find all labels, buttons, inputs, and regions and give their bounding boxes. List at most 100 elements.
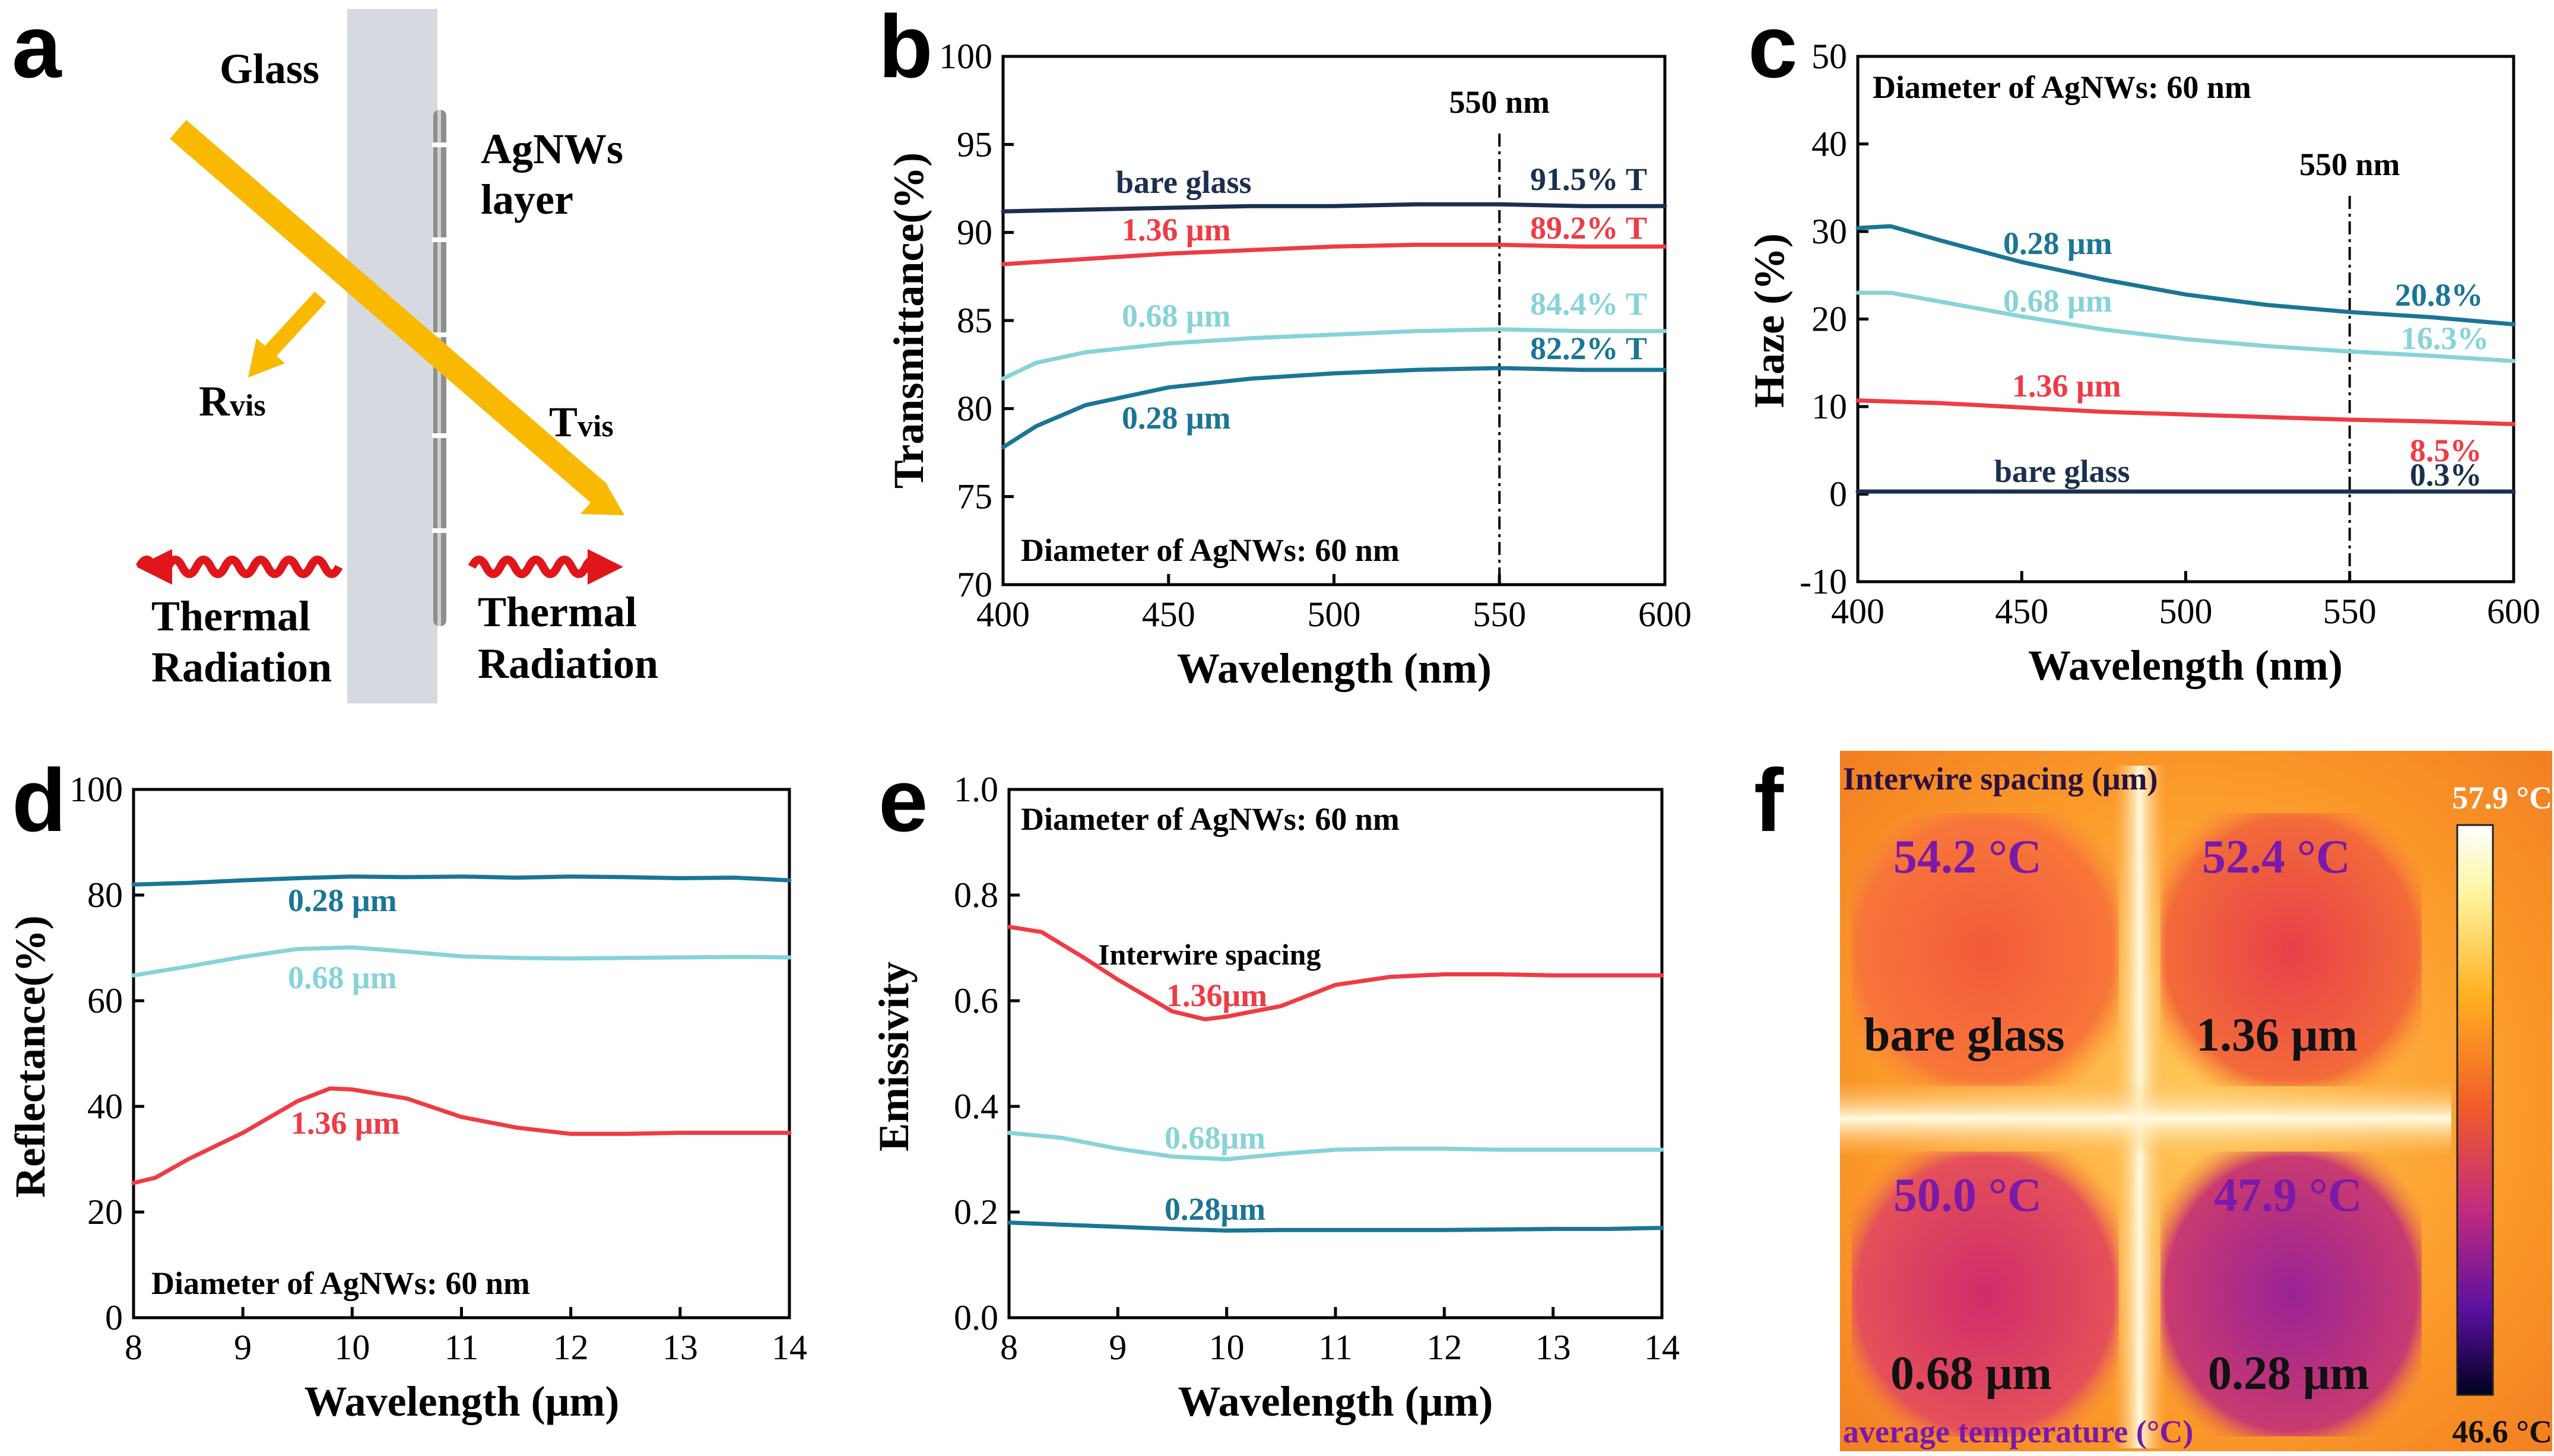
diameter-annotation: Diameter of AgNWs: 60 nm [151, 1265, 530, 1301]
incident-light-arrow [170, 120, 624, 515]
y-tick-label: 85 [957, 301, 992, 340]
axis-tick-labels: 400 450 500 550 600 -10 0 10 20 30 40 50 [1800, 37, 2540, 631]
colorbar [2456, 824, 2494, 1396]
series-line-0-68-m [1007, 1131, 1664, 1162]
diameter-annotation: Diameter of AgNWs: 60 nm [1021, 801, 1400, 837]
y-tick-label: 0.2 [954, 1192, 998, 1232]
temp-bare-glass: 54.2 °C [1893, 831, 2042, 883]
panel-e-letter: e [878, 750, 928, 850]
x-tick-label: 11 [1318, 1328, 1353, 1367]
x-tick-label: 13 [662, 1328, 698, 1367]
ref-line-label: 550 nm [1449, 84, 1550, 120]
series-line-0-68-m [131, 945, 792, 978]
interwire-spacing-annotation: Interwire spacing [1098, 938, 1321, 971]
thermal-right-line1: Thermal [478, 588, 637, 636]
series-line-0-28-m [1855, 224, 2516, 326]
x-tick-label: 10 [1209, 1328, 1245, 1367]
cell-0-28-heat [2160, 1152, 2422, 1436]
x-tick-label: 600 [1638, 595, 1692, 634]
y-tick-label: 0.0 [954, 1298, 998, 1337]
y-tick-label: 80 [87, 875, 123, 915]
y-tick-label: 0.6 [954, 981, 998, 1020]
end-label-1-36: 89.2% T [1530, 210, 1647, 246]
thermal-left-line2: Radiation [151, 643, 332, 691]
y-tick-label: 70 [957, 565, 992, 604]
y-tick-label: 20 [1811, 300, 1847, 339]
series-line-0-28-m [1001, 366, 1667, 450]
end-label-0-68: 84.4% T [1530, 286, 1647, 322]
cross-horizontal-hotspot [1840, 1080, 2451, 1157]
cell-label-bare-glass: bare glass [1864, 1009, 2065, 1061]
x-tick-label: 10 [334, 1328, 370, 1367]
end-label-0-28: 20.8% [2395, 277, 2483, 313]
label-0-28: 0.28 μm [288, 883, 397, 918]
x-tick-label: 500 [2159, 592, 2213, 631]
x-tick-label: 13 [1535, 1328, 1571, 1367]
series-line-bare-glass [1001, 202, 1667, 214]
temp-1-36: 52.4 °C [2202, 831, 2350, 883]
x-tick-label: 8 [125, 1328, 142, 1367]
end-label-1-36: 8.5% [2410, 433, 2482, 468]
panel-d-letter: d [12, 750, 66, 850]
plot-frame [1856, 55, 2515, 583]
x-tick-label: 600 [2487, 592, 2540, 631]
label-1-36: 1.36 μm [2012, 368, 2121, 404]
axis-tick-labels: 8 9 10 11 12 13 14 0 20 40 60 80 100 [69, 770, 807, 1367]
y-tick-label: 75 [957, 477, 992, 516]
x-tick-label: 12 [553, 1328, 589, 1367]
panel-e-emissivity-chart: e 8 9 10 11 12 13 14 0.0 0.2 0.4 0.6 0.8 1.0 Wavelen… [870, 750, 1680, 1425]
plot-frame [132, 788, 791, 1319]
y-tick-label: 40 [87, 1087, 123, 1126]
y-axis-title: Emissivity [870, 962, 918, 1152]
cell-0-68-heat [1852, 1152, 2119, 1436]
label-1-36: 1.36 μm [291, 1105, 400, 1141]
y-tick-label: 20 [87, 1192, 123, 1232]
panel-c-letter: c [1748, 0, 1797, 96]
label-bare-glass: bare glass [1116, 164, 1252, 200]
x-tick-label: 14 [1644, 1328, 1680, 1367]
r-vis-label: Rvis [199, 378, 266, 425]
axis-ticks [1856, 55, 2515, 583]
series-lines [1007, 924, 1664, 1233]
cell-1-36-heat [2160, 813, 2422, 1086]
panel-a-letter: a [12, 0, 62, 96]
series-line-1-36-m [1001, 242, 1667, 267]
end-label-bare-glass: 91.5% T [1530, 161, 1647, 197]
series-line-1-36-m [1007, 924, 1664, 1022]
t-vis-label: Tvis [549, 398, 614, 446]
panel-f-thermal-image: f Interwire spacing (μm) 57.9 °C average… [1754, 750, 2552, 1451]
label-0-28: 0.28 μm [2003, 226, 2112, 261]
x-tick-label: 9 [1109, 1328, 1127, 1367]
x-tick-label: 14 [772, 1328, 807, 1367]
y-tick-label: 40 [1811, 125, 1847, 164]
label-1-36: 1.36μm [1166, 978, 1267, 1013]
cell-label-1-36: 1.36 μm [2196, 1009, 2358, 1061]
glass-label: Glass [220, 45, 319, 93]
x-tick-label: 12 [1426, 1328, 1462, 1367]
thermal-left-line1: Thermal [151, 592, 310, 640]
series-line-0-68-m [1855, 290, 2516, 363]
axis-ticks [1007, 788, 1664, 1319]
label-0-68: 0.68 μm [1122, 298, 1231, 334]
ref-line-label: 550 nm [2299, 147, 2400, 182]
agnw-label-line2: layer [481, 176, 573, 223]
axis-tick-labels: 400 450 500 550 600 70 75 80 85 90 95 100 [939, 37, 1692, 634]
end-label-0-68: 16.3% [2401, 321, 2489, 356]
y-axis-title: Reflectance(%) [7, 915, 54, 1198]
y-tick-label: 0.4 [954, 1087, 998, 1126]
label-0-68: 0.68 μm [2003, 283, 2112, 319]
x-axis-title: Wavelength (μm) [304, 1378, 620, 1425]
series-line-1-36-m [131, 1086, 792, 1185]
diameter-annotation: Diameter of AgNWs: 60 nm [1873, 69, 2251, 105]
series-lines [131, 874, 792, 1185]
series-line-0-28-m [131, 874, 792, 887]
cell-label-0-28: 0.28 μm [2208, 1347, 2369, 1400]
x-axis-title: Wavelength (μm) [1178, 1378, 1493, 1425]
series-line-0-28-m [1007, 1220, 1664, 1233]
y-tick-label: 30 [1811, 212, 1847, 251]
y-tick-label: 10 [1811, 387, 1847, 426]
x-axis-title: Wavelength (nm) [2028, 642, 2343, 689]
x-axis-title: Wavelength (nm) [1177, 645, 1492, 692]
colorbar-max: 57.9 °C [2452, 780, 2552, 816]
